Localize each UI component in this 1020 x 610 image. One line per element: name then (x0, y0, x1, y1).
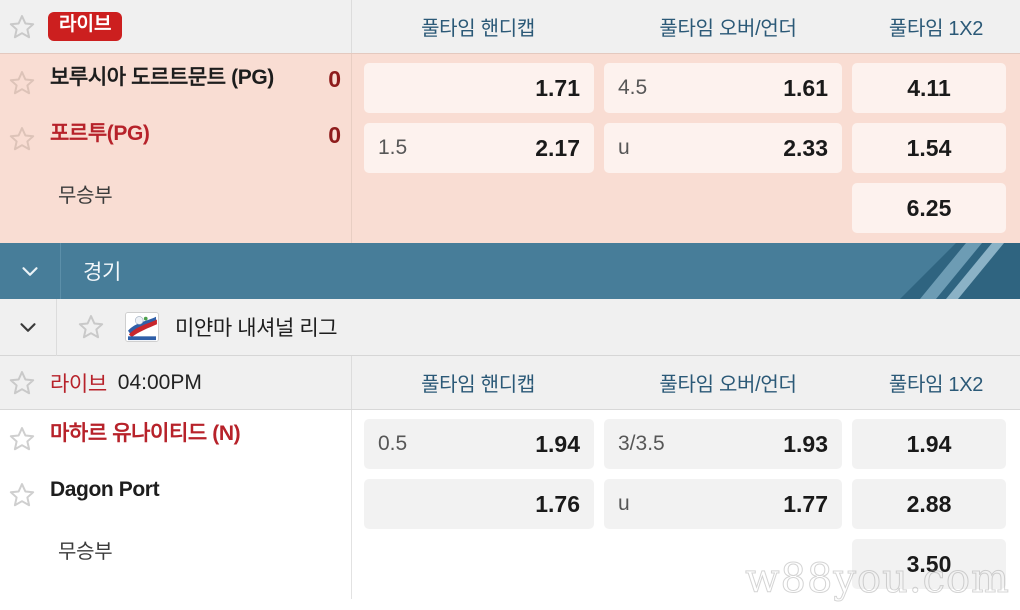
section-bar-matches[interactable]: 경기 (0, 243, 1020, 299)
match-teams: 보루시아 도르트문트 (PG) 0 포르투(PG) 0 무승부 (0, 54, 352, 243)
odds-cell-handicap-home[interactable]: 0.5 1.94 (364, 419, 594, 469)
draw-label: 무승부 (58, 541, 113, 563)
overunder-line: u (618, 492, 630, 515)
odds-cell-1x2-home[interactable]: 1.94 (852, 419, 1006, 469)
star-outline-icon[interactable] (8, 13, 36, 41)
market-header-second: 라이브 04:00PM 풀타임 핸디캡 풀타임 오버/언더 풀타임 1X2 (0, 356, 1020, 410)
odds-price: 1.94 (535, 430, 580, 457)
chevron-down-icon[interactable] (0, 314, 56, 340)
overunder-line: u (618, 136, 630, 159)
match-odds: 0.5 1.94 1.76 3/3.5 1.93 u 1.77 (352, 410, 1020, 599)
section-bar-divider (60, 243, 61, 299)
odds-col-overunder: 4.5 1.61 u 2.33 (604, 63, 852, 233)
away-team-name: Dagon Port (50, 478, 160, 501)
market-header-live: 라이브 풀타임 핸디캡 풀타임 오버/언더 풀타임 1X2 (0, 0, 1020, 54)
market-header-columns: 풀타임 핸디캡 풀타임 오버/언더 풀타임 1X2 (352, 356, 1020, 409)
star-outline-icon[interactable] (8, 425, 36, 453)
odds-col-overunder: 3/3.5 1.93 u 1.77 (604, 419, 852, 589)
match-teams: 마하르 유나이티드 (N) Dagon Port 무승부 (0, 410, 352, 599)
home-team-name: 마하르 유나이티드 (N) (50, 422, 241, 445)
match-time: 04:00PM (117, 370, 202, 394)
odds-cell-1x2-draw[interactable]: 3.50 (852, 539, 1006, 589)
draw-label: 무승부 (58, 185, 113, 207)
odds-price: 2.33 (783, 134, 828, 161)
odds-price: 1.93 (783, 430, 828, 457)
league-name: 미얀마 내셔널 리그 (175, 317, 338, 340)
away-team-score: 0 (328, 122, 341, 148)
star-outline-icon[interactable] (77, 313, 105, 341)
odds-price: 1.77 (783, 490, 828, 517)
odds-cell-over[interactable]: 4.5 1.61 (604, 63, 842, 113)
odds-cell-under[interactable]: u 1.77 (604, 479, 842, 529)
match-odds: 1.71 1.5 2.17 4.5 1.61 u 2.33 4.11 (352, 54, 1020, 243)
overunder-line: 3/3.5 (618, 432, 665, 455)
odds-col-1x2: 1.94 2.88 3.50 (852, 419, 1020, 589)
odds-cell-1x2-away[interactable]: 2.88 (852, 479, 1006, 529)
team-row-away[interactable]: 포르투(PG) 0 (0, 116, 351, 172)
star-outline-icon[interactable] (8, 125, 36, 153)
home-team-name: 보루시아 도르트문트 (PG) (50, 66, 274, 89)
league-row-divider (56, 298, 57, 356)
team-row-home[interactable]: 마하르 유나이티드 (N) (0, 416, 351, 472)
odds-col-1x2: 4.11 1.54 6.25 (852, 63, 1020, 233)
odds-price: 1.76 (535, 490, 580, 517)
odds-cell-1x2-away[interactable]: 1.54 (852, 123, 1006, 173)
odds-cell-1x2-draw[interactable]: 6.25 (852, 183, 1006, 233)
odds-price: 2.17 (535, 134, 580, 161)
chevron-down-icon[interactable] (0, 258, 60, 284)
league-row[interactable]: 미얀마 내셔널 리그 (0, 298, 1020, 356)
match-row-second[interactable]: 마하르 유나이티드 (N) Dagon Port 무승부 0.5 1.94 1.… (0, 410, 1020, 599)
odds-cell-handicap-away[interactable]: 1.5 2.17 (364, 123, 594, 173)
odds-cell-1x2-home[interactable]: 4.11 (852, 63, 1006, 113)
home-team-score: 0 (328, 66, 341, 92)
overunder-line: 4.5 (618, 76, 648, 99)
live-label: 라이브 (50, 372, 107, 396)
odds-cell-handicap-home[interactable]: 1.71 (364, 63, 594, 113)
odds-col-handicap: 0.5 1.94 1.76 (352, 419, 604, 589)
market-col-handicap[interactable]: 풀타임 핸디캡 (421, 374, 535, 396)
section-bar-title: 경기 (83, 261, 122, 284)
odds-cell-under[interactable]: u 2.33 (604, 123, 842, 173)
market-col-1x2[interactable]: 풀타임 1X2 (888, 18, 984, 40)
market-col-1x2[interactable]: 풀타임 1X2 (888, 374, 984, 396)
match-row-live[interactable]: 보루시아 도르트문트 (PG) 0 포르투(PG) 0 무승부 1.71 1.5 (0, 54, 1020, 243)
star-outline-icon[interactable] (8, 69, 36, 97)
market-col-overunder[interactable]: 풀타임 오버/언더 (659, 18, 797, 40)
odds-cell-handicap-away[interactable]: 1.76 (364, 479, 594, 529)
odds-price: 1.71 (535, 74, 580, 101)
market-col-handicap[interactable]: 풀타임 핸디캡 (421, 18, 535, 40)
away-team-name: 포르투(PG) (50, 122, 150, 145)
market-col-overunder[interactable]: 풀타임 오버/언더 (659, 374, 797, 396)
market-header-left: 라이브 04:00PM (0, 356, 352, 409)
team-row-away[interactable]: Dagon Port (0, 472, 351, 528)
handicap-line: 0.5 (378, 432, 408, 455)
decorative-stripes (860, 243, 1020, 299)
star-outline-icon[interactable] (8, 481, 36, 509)
live-badge[interactable]: 라이브 (48, 12, 123, 41)
odds-price: 1.61 (783, 74, 828, 101)
odds-cell-over[interactable]: 3/3.5 1.93 (604, 419, 842, 469)
handicap-line: 1.5 (378, 136, 408, 159)
odds-col-handicap: 1.71 1.5 2.17 (352, 63, 604, 233)
myanmar-national-league-logo (125, 312, 159, 342)
market-header-left: 라이브 (0, 0, 352, 53)
star-outline-icon[interactable] (8, 369, 36, 397)
team-row-home[interactable]: 보루시아 도르트문트 (PG) 0 (0, 60, 351, 116)
market-header-columns: 풀타임 핸디캡 풀타임 오버/언더 풀타임 1X2 (352, 0, 1020, 53)
